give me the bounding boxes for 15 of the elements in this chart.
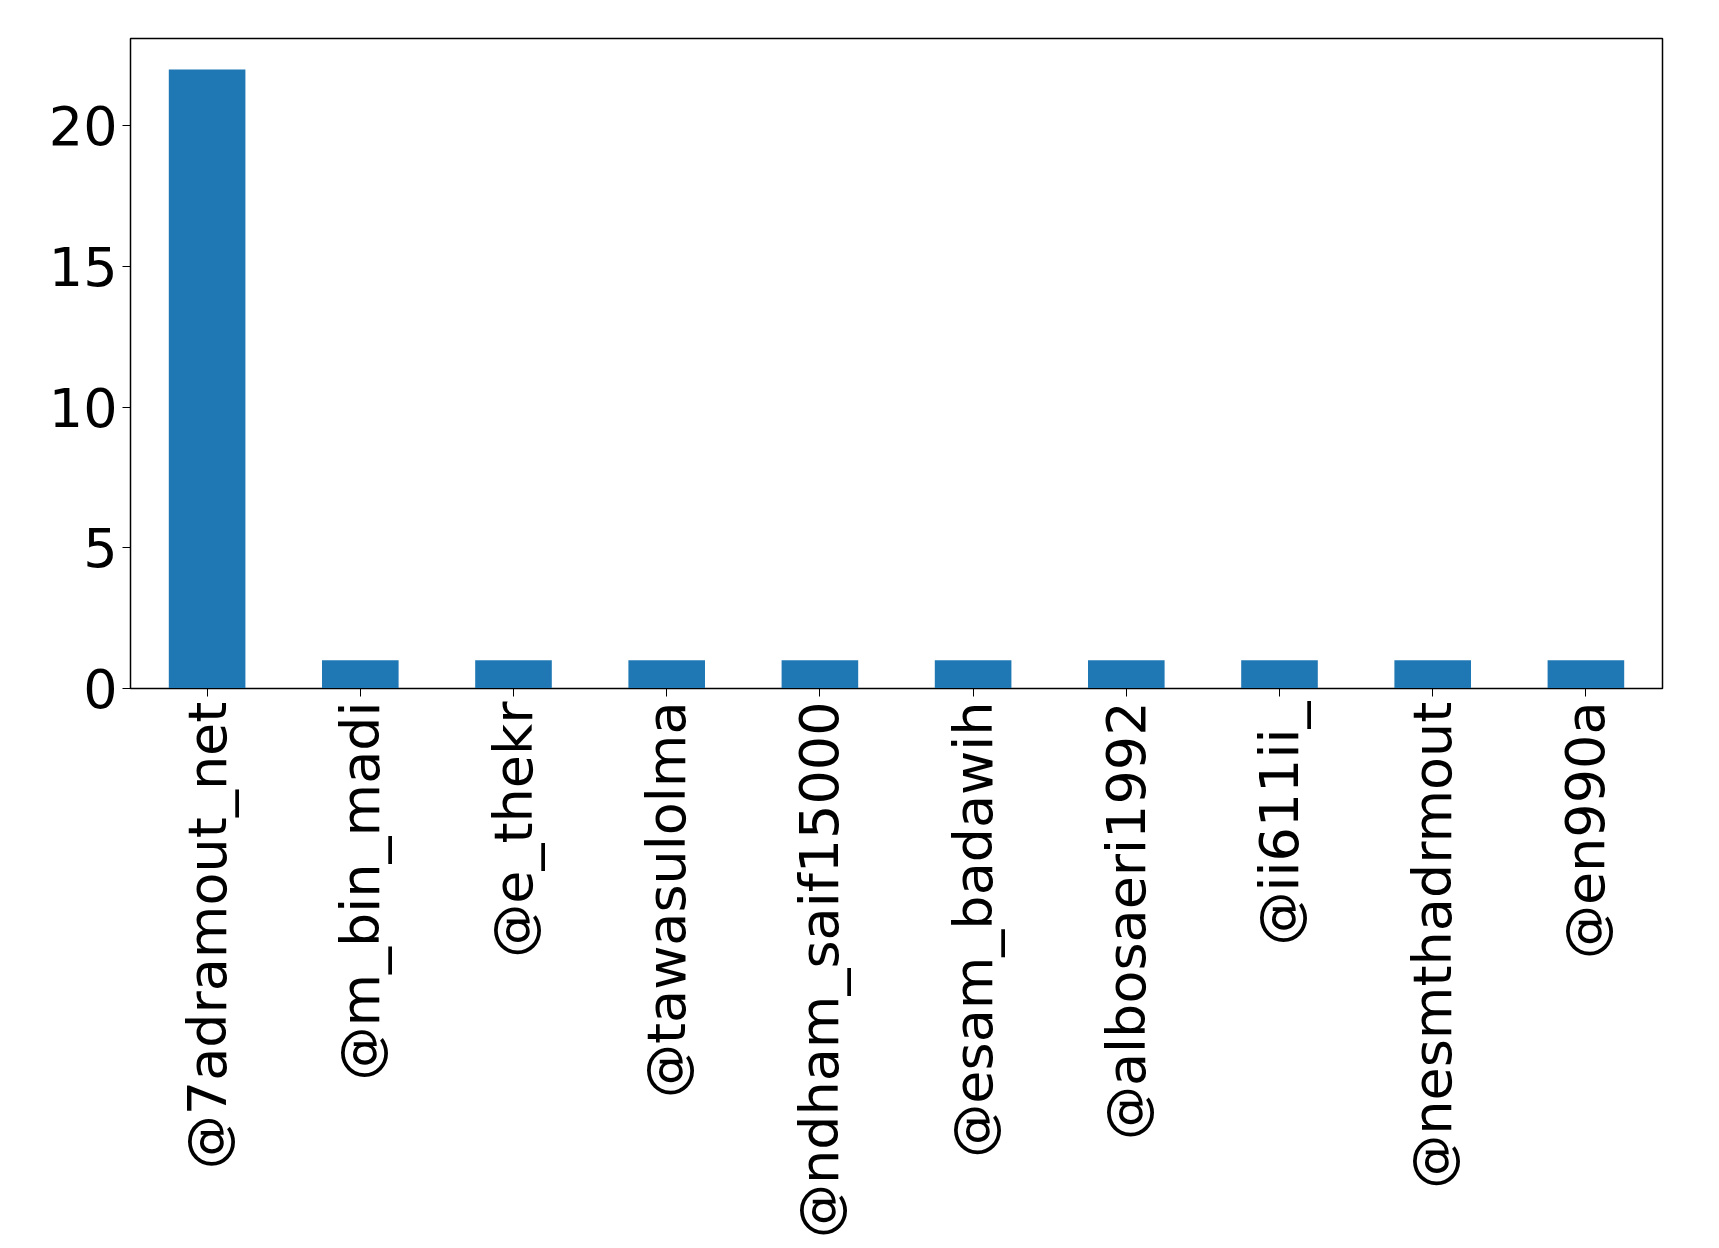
x-tick-label: @7adramout_net [175, 701, 239, 1170]
x-tick-label: @tawasulolma [635, 701, 699, 1099]
x-tick-label: @ii611ii_ [1248, 700, 1311, 946]
x-tick-label: @en990a [1554, 701, 1618, 960]
y-tick-label: 0 [83, 658, 118, 721]
y-tick-label: 20 [48, 95, 118, 159]
x-tick-label: @ndham_saif15000 [788, 701, 852, 1238]
x-tick-label: @e_thekr [482, 700, 545, 958]
y-tick-label: 10 [48, 376, 118, 440]
y-tick-label: 5 [83, 517, 118, 581]
x-tick-label: @albosaeri1992 [1094, 701, 1158, 1140]
x-tick-label: @nesmthadrmout [1401, 701, 1465, 1189]
x-tick-label: @m_bin_madi [328, 701, 392, 1081]
x-tick-label: @esam_badawih [941, 701, 1005, 1158]
y-tick-label: 15 [48, 235, 118, 299]
